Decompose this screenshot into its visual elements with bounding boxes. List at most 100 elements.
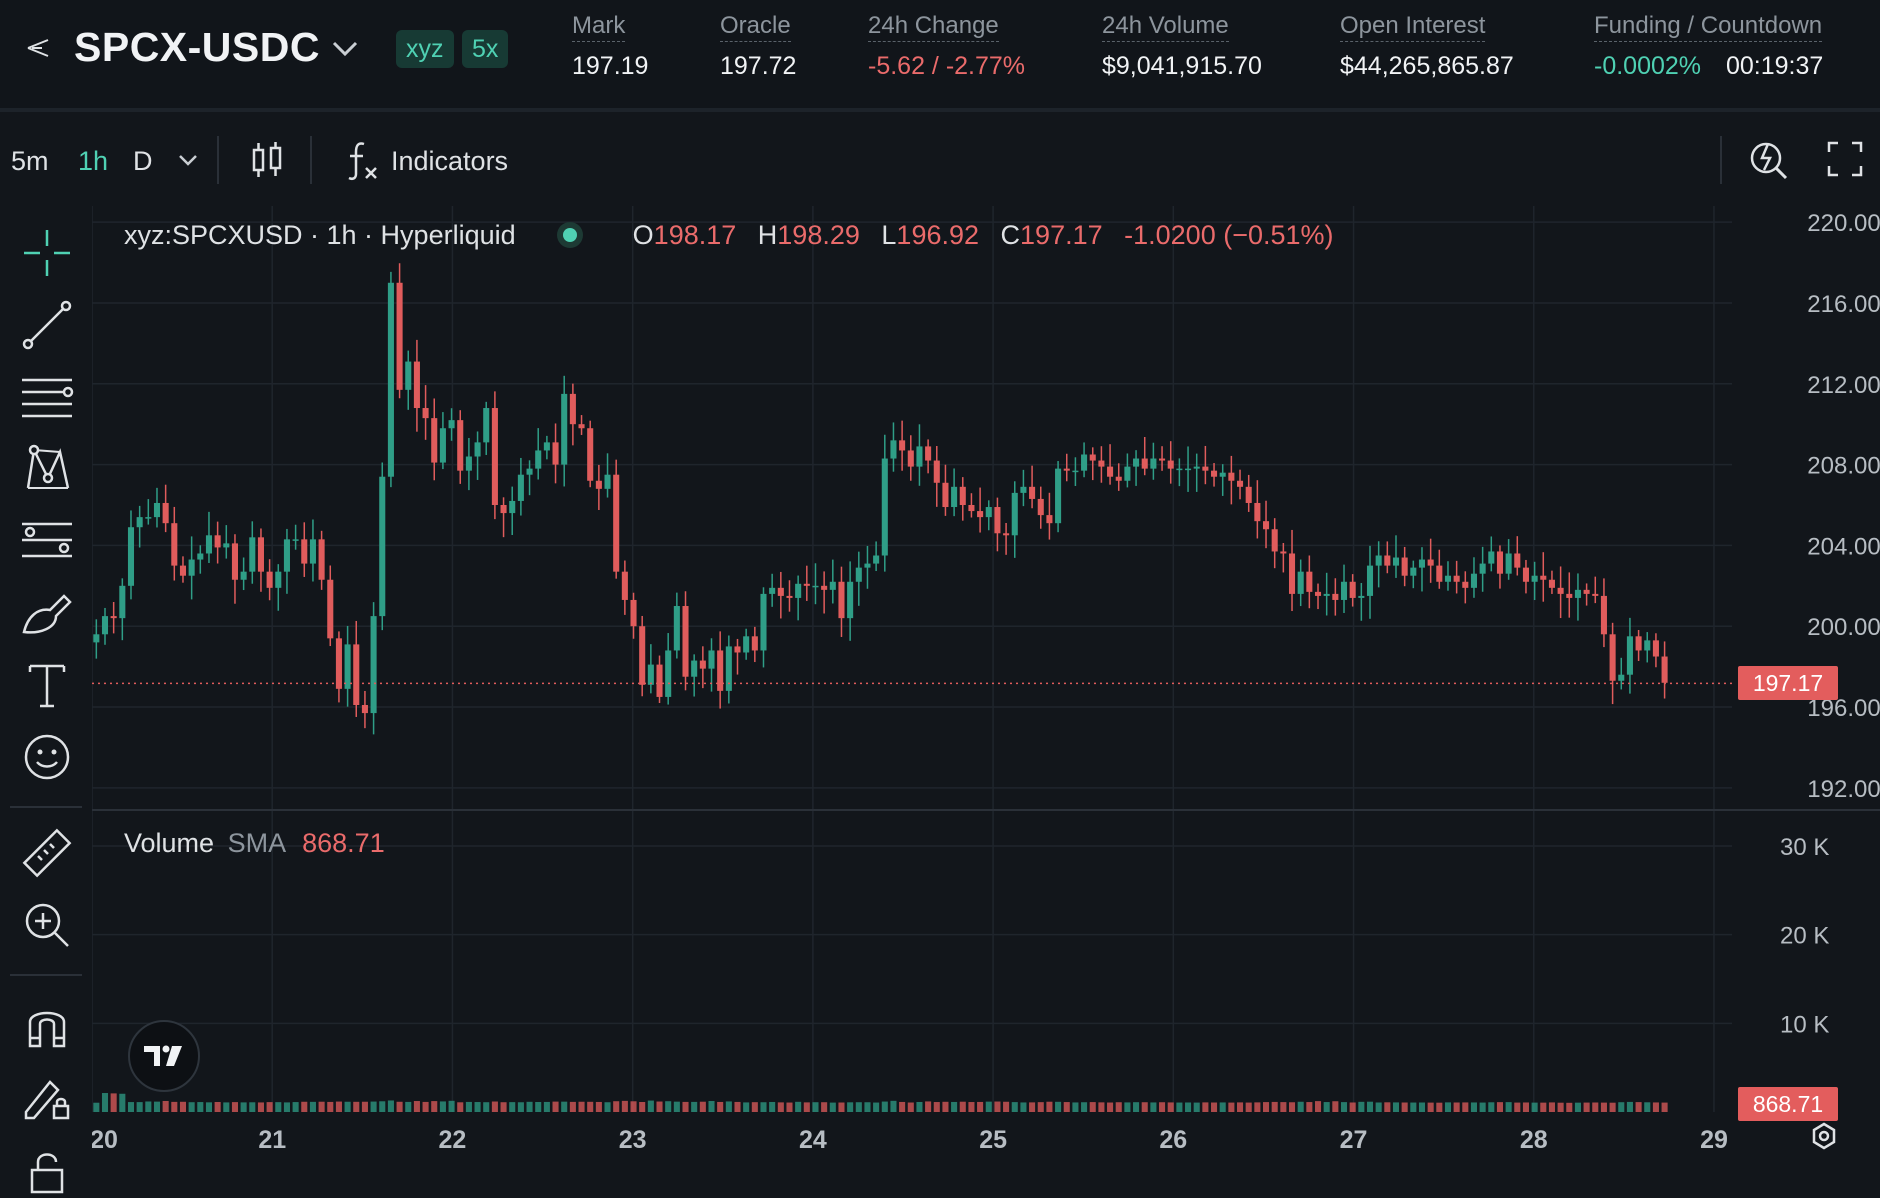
candle-body (127, 527, 135, 586)
candle-body (153, 502, 161, 518)
function-icon[interactable] (344, 140, 380, 182)
volume-bar (821, 1102, 828, 1112)
volume-bar (162, 1100, 169, 1112)
candle-body (829, 581, 836, 590)
candle-body (205, 535, 213, 554)
candle-body (639, 626, 646, 685)
volume-bar (1314, 1101, 1322, 1112)
candle-body (1271, 529, 1278, 552)
candle-body (327, 579, 334, 639)
timeframe-1h[interactable]: 1h (78, 146, 109, 176)
volume-bar (1072, 1102, 1079, 1112)
volume-bar (639, 1101, 646, 1112)
stat-value: $9,041,915.70 (1102, 52, 1262, 80)
fib-lines-icon[interactable] (20, 370, 74, 424)
volume-bar (1358, 1101, 1365, 1112)
timeframe-d[interactable]: D (133, 146, 153, 176)
volume-bar (1020, 1102, 1027, 1112)
text-icon[interactable] (20, 658, 74, 712)
lock-icon[interactable] (20, 1144, 74, 1198)
candle-body (1332, 593, 1339, 600)
candle-body (977, 511, 984, 518)
chevron-down-icon[interactable] (176, 150, 200, 170)
stat-label: Open Interest (1340, 12, 1486, 42)
volume-bar (864, 1102, 871, 1112)
candle-body (1366, 565, 1374, 596)
candles-icon[interactable] (250, 140, 284, 180)
volume-bar (1185, 1102, 1192, 1112)
tradingview-logo-icon[interactable] (128, 1020, 200, 1092)
candle-body (1081, 454, 1088, 471)
volume-bar (214, 1101, 221, 1112)
volume-bar (301, 1101, 308, 1112)
dex-badge: xyz (396, 30, 454, 68)
candle-body (708, 650, 715, 669)
volume-bar (318, 1101, 325, 1112)
brush-icon[interactable] (20, 586, 74, 640)
settings-icon[interactable] (1812, 1122, 1836, 1150)
stat-value: 197.72 (720, 52, 797, 80)
prediction-icon[interactable] (20, 514, 74, 568)
volume-bar (569, 1101, 576, 1112)
fullscreen-icon[interactable] (1826, 140, 1864, 178)
pair-selector[interactable]: SPCX-USDC (74, 24, 320, 70)
volume-bars (93, 1093, 1668, 1112)
candle-body (803, 583, 810, 586)
candle-body (179, 565, 187, 576)
lock-drawing-icon[interactable] (20, 1072, 74, 1126)
alert-icon[interactable] (1748, 136, 1790, 182)
volume-bar (1340, 1102, 1348, 1112)
candle-body (864, 563, 871, 568)
symbol-label: xyz:SPCXUSD · 1h · Hyperliquid (124, 220, 516, 250)
time-tick-label: 26 (1159, 1126, 1187, 1154)
candle-body (1288, 553, 1296, 594)
pattern-icon[interactable] (20, 442, 74, 496)
volume-bar (413, 1101, 420, 1112)
trend-line-icon[interactable] (20, 298, 74, 352)
zoom-in-icon[interactable] (20, 898, 74, 952)
volume-bar (1063, 1102, 1070, 1112)
candle-body (1661, 656, 1668, 683)
candle-body (1219, 472, 1226, 477)
volume-bar (422, 1101, 429, 1112)
ruler-icon[interactable] (20, 826, 74, 880)
candle-body (552, 442, 559, 465)
drawing-toolbar (0, 206, 92, 1198)
indicators-button[interactable]: Indicators (391, 146, 509, 176)
candle-body (569, 393, 576, 425)
emoji-icon[interactable] (20, 730, 74, 784)
volume-bar (743, 1102, 750, 1112)
candle-body (1037, 498, 1044, 516)
candle-body (197, 553, 204, 560)
candle-body (483, 408, 490, 443)
timeframe-5m[interactable]: 5m (11, 146, 49, 176)
volume-bar (1592, 1102, 1599, 1112)
candle-body (292, 539, 299, 541)
volume-bar (1574, 1102, 1581, 1112)
candle-body (821, 585, 828, 590)
magnet-icon[interactable] (20, 998, 74, 1052)
candle-body (699, 660, 706, 669)
volume-bar (361, 1101, 368, 1112)
volume-bar (708, 1101, 715, 1112)
price-chart[interactable]: 220.00 216.00 212.00 208.00 204.00 200.00 196.… (92, 206, 1880, 1198)
chevron-down-icon[interactable] (330, 36, 360, 60)
volume-bar (959, 1101, 966, 1112)
crosshair-icon[interactable] (20, 226, 74, 280)
stat-funding: Funding / Countdown -0.0002% 00:19:37 (1594, 12, 1823, 81)
candle-body (916, 446, 923, 467)
volume-bar (205, 1102, 213, 1112)
volume-bar (448, 1100, 455, 1112)
volume-bar (1046, 1101, 1053, 1112)
candle-body (509, 500, 516, 514)
candle-body (1297, 571, 1304, 594)
candle-body (465, 456, 472, 471)
volume-bar (1003, 1101, 1010, 1112)
volume-bar (405, 1101, 412, 1112)
toolbar-divider (217, 136, 219, 184)
candle-body (1540, 575, 1547, 580)
volume-bar (543, 1101, 550, 1112)
volume-bar (985, 1101, 992, 1112)
volume-bar (1453, 1102, 1460, 1112)
stat-mark: Mark 197.19 (572, 12, 648, 81)
